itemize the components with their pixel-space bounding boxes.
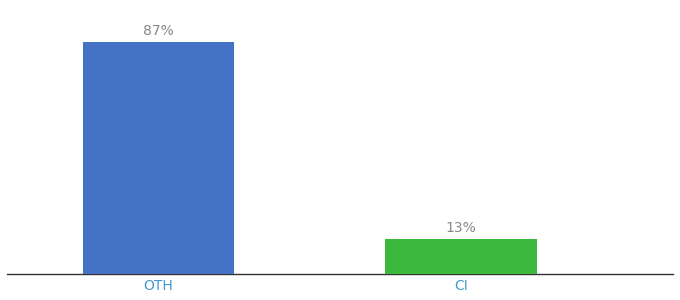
Text: 87%: 87%: [143, 24, 173, 38]
Bar: [83, 42, 234, 274]
Text: 13%: 13%: [445, 221, 477, 235]
Bar: [386, 239, 537, 274]
